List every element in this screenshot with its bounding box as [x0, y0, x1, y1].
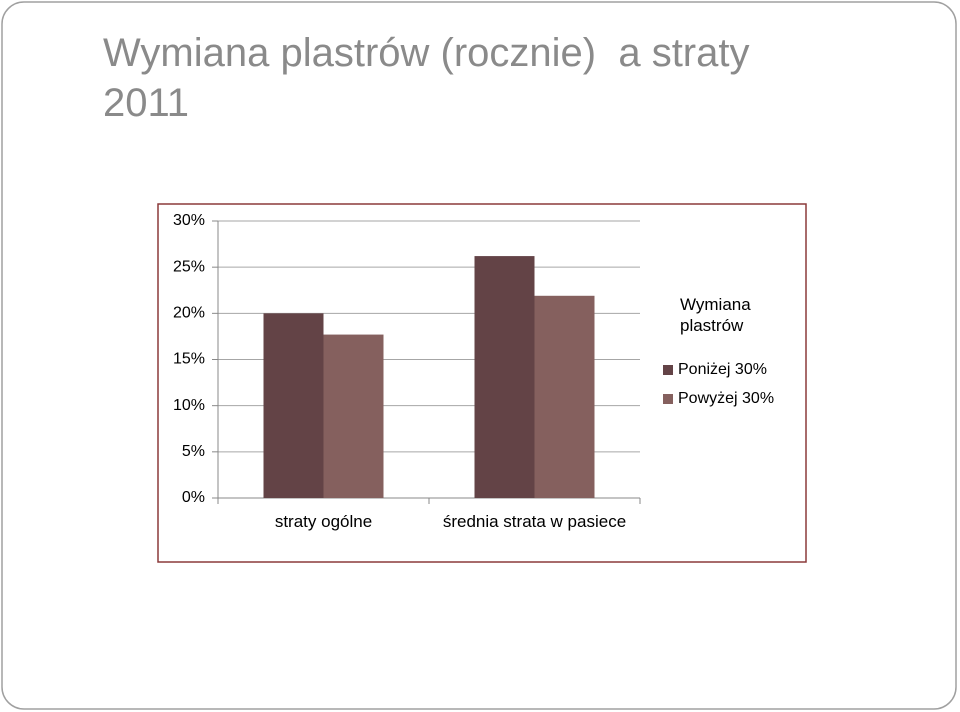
legend-label: Poniżej 30%: [678, 361, 767, 378]
legend-title: Wymiana plastrów: [680, 295, 751, 335]
x-tick-label: średnia strata w pasiece: [442, 512, 627, 531]
bar: [323, 334, 384, 498]
y-tick-label: 0%: [182, 489, 205, 506]
y-tick-label: 10%: [173, 397, 205, 414]
legend-label: Powyżej 30%: [678, 390, 774, 407]
bar: [263, 313, 324, 498]
chart-title: Wymiana plastrów (rocznie) a straty 2011: [103, 31, 761, 125]
bar: [474, 256, 535, 498]
y-tick-label: 15%: [173, 351, 205, 368]
y-tick-label: 30%: [173, 212, 205, 229]
y-tick-label: 25%: [173, 258, 205, 275]
bar: [534, 295, 595, 498]
legend-swatch: [663, 394, 673, 404]
y-tick-label: 20%: [173, 305, 205, 322]
legend-swatch: [663, 365, 673, 375]
x-tick-label: straty ogólne: [274, 512, 373, 531]
y-tick-label: 5%: [182, 443, 205, 460]
